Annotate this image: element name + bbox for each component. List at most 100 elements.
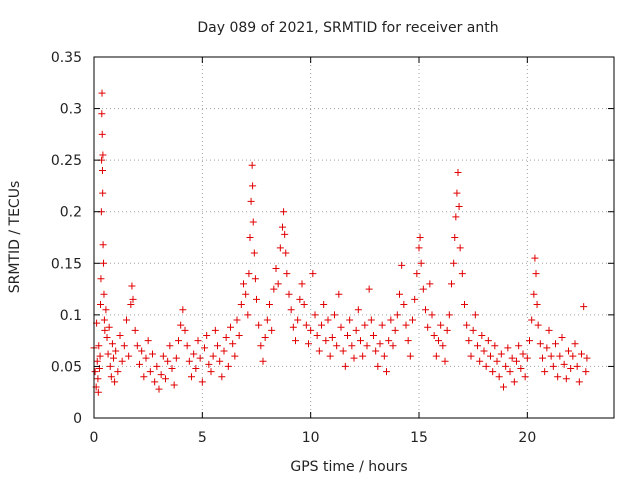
data-point: [374, 362, 382, 370]
data-point: [128, 282, 136, 290]
data-point: [582, 368, 590, 376]
data-point: [192, 364, 200, 372]
data-point: [393, 311, 401, 319]
data-point: [249, 182, 257, 190]
data-point: [101, 326, 109, 334]
data-point: [181, 326, 189, 334]
data-point: [378, 321, 386, 329]
data-point: [98, 130, 106, 138]
data-point: [205, 360, 213, 368]
data-point: [372, 347, 380, 355]
x-tick-labels: 0 5 10 15 20: [90, 430, 537, 446]
y-tick-label: 0.15: [51, 256, 82, 272]
x-tick-label: 5: [198, 430, 207, 446]
data-point: [98, 110, 106, 118]
data-point: [465, 337, 473, 345]
data-point: [346, 316, 354, 324]
data-point: [153, 362, 161, 370]
data-point: [453, 189, 461, 197]
data-point: [144, 337, 152, 345]
data-point: [172, 354, 180, 362]
data-point: [458, 270, 466, 278]
data-point: [142, 354, 150, 362]
data-point: [543, 344, 551, 352]
data-point: [114, 368, 122, 376]
data-point: [354, 306, 362, 314]
data-point: [170, 381, 178, 389]
gridlines: [94, 57, 614, 418]
data-point: [229, 340, 237, 348]
data-point: [510, 378, 518, 386]
data-point: [439, 342, 447, 350]
data-point: [120, 342, 128, 350]
data-point: [248, 161, 256, 169]
data-point: [99, 151, 107, 159]
data-point: [111, 378, 119, 386]
data-point: [391, 326, 399, 334]
data-point: [283, 270, 291, 278]
data-point: [326, 352, 334, 360]
data-point: [348, 342, 356, 350]
data-point: [201, 344, 208, 352]
data-point: [105, 323, 113, 331]
data-point: [298, 280, 306, 288]
data-point: [523, 354, 531, 362]
data-point: [175, 337, 182, 345]
data-point: [168, 364, 176, 372]
data-point: [562, 375, 570, 383]
data-point: [467, 352, 475, 360]
data-point: [502, 362, 510, 370]
data-point: [359, 352, 367, 360]
data-point: [545, 326, 553, 334]
data-point: [185, 357, 193, 365]
data-point: [104, 350, 112, 358]
data-point: [296, 295, 304, 303]
data-point: [528, 316, 536, 324]
x-tick-label: 20: [518, 430, 536, 446]
data-point: [500, 383, 507, 391]
data-point: [309, 270, 317, 278]
data-point: [474, 342, 481, 350]
y-axis-title: SRMTID / TECUs: [7, 181, 23, 294]
y-tick-label: 0.05: [51, 359, 82, 375]
data-point: [487, 352, 494, 360]
data-point: [471, 311, 479, 319]
data-point: [251, 275, 259, 283]
y-tick-label: 0: [73, 411, 82, 427]
data-point: [244, 311, 252, 319]
data-point: [437, 321, 445, 329]
data-point: [454, 169, 462, 177]
data-point: [328, 334, 336, 342]
data-point: [419, 285, 427, 293]
data-point: [385, 337, 393, 345]
data-point: [515, 342, 523, 350]
data-point: [100, 290, 108, 298]
data-point: [396, 290, 403, 298]
data-point: [445, 311, 453, 319]
data-point: [565, 347, 572, 355]
data-point: [519, 350, 527, 358]
data-point: [484, 337, 492, 345]
data-point: [441, 357, 449, 365]
data-point: [125, 352, 133, 360]
data-point: [253, 295, 260, 303]
data-point: [250, 249, 258, 257]
data-point: [209, 352, 217, 360]
data-point: [435, 337, 442, 345]
data-point: [292, 337, 299, 345]
axis-ticks: [93, 56, 614, 419]
data-point: [495, 373, 503, 381]
data-point: [531, 254, 539, 262]
data-point: [573, 362, 581, 370]
data-point: [517, 364, 525, 372]
data-point: [580, 303, 588, 311]
data-point: [432, 352, 440, 360]
data-point: [224, 362, 232, 370]
data-point: [118, 357, 126, 365]
data-point: [146, 368, 154, 376]
data-point: [108, 340, 116, 348]
data-point: [107, 373, 115, 381]
data-point: [194, 337, 202, 345]
data-point: [242, 290, 250, 298]
data-point: [532, 270, 540, 278]
